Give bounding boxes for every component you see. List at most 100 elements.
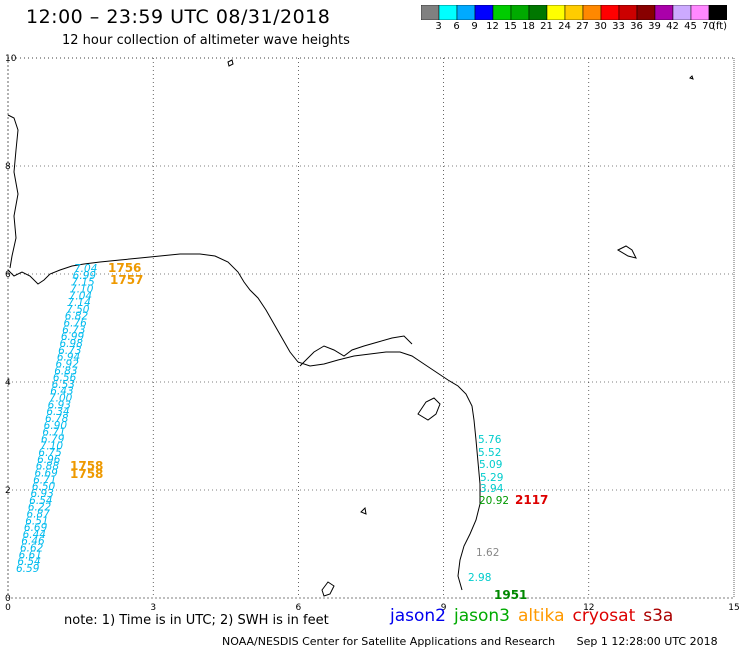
wave-height-label: 6.99	[73, 270, 97, 282]
x-tick-label: 0	[5, 603, 11, 613]
wave-height-label: 6.54	[29, 495, 52, 507]
scale-label: 24	[558, 21, 571, 32]
wave-height-label: 6.69	[24, 522, 48, 534]
legend-s3a: s3a	[643, 606, 674, 626]
wave-height-label: 2.98	[468, 572, 491, 584]
wave-height-label: 6.73	[58, 345, 81, 357]
wave-height-label: 5.09	[479, 459, 502, 471]
wave-height-label: 7.00	[49, 393, 73, 405]
color-swatch	[708, 5, 727, 20]
wave-height-label: 7.14	[67, 297, 90, 309]
x-tick-label: 15	[728, 603, 739, 613]
scale-label: 18	[522, 21, 535, 32]
altika-time-label: 1758	[70, 467, 103, 481]
wave-height-label: 7.10	[40, 440, 64, 452]
legend-altika: altika	[518, 606, 565, 626]
satellite-legend: jason2 jason3 altika cryosat s3a	[390, 606, 681, 626]
x-tick-label: 3	[150, 603, 156, 613]
scale-label: 30	[594, 21, 607, 32]
wave-height-label: 7.50	[66, 304, 90, 316]
florida-west-coast	[7, 114, 19, 269]
wave-height-label: 6.78	[45, 413, 69, 425]
x-tick-label: 9	[441, 603, 447, 613]
y-tick-label: 2	[5, 486, 11, 496]
scale-label: 3	[435, 21, 442, 32]
wave-height-label: 6.73	[62, 324, 85, 336]
y-tick-label: 10	[5, 54, 17, 64]
wave-height-label: 1.62	[476, 547, 499, 559]
altika-time-label: 1758	[70, 459, 103, 473]
wave-height-label: 6.71	[33, 474, 56, 486]
altika-time-label: 1756	[108, 261, 141, 275]
units-note: note: 1) Time is in UTC; 2) SWH is in fe…	[64, 613, 329, 628]
wave-height-label: 5.29	[480, 472, 503, 484]
pass-time-label: 2117	[515, 493, 548, 507]
footer-source: NOAA/NESDIS Center for Satellite Applica…	[222, 635, 556, 648]
footer-timestamp: Sep 1 12:28:00 UTC 2018	[576, 635, 718, 648]
wave-height-label: 7.04	[74, 263, 97, 275]
scale-label: 27	[576, 21, 589, 32]
wave-height-label: 6.51	[25, 515, 48, 527]
wave-height-label: 6.94	[57, 352, 80, 364]
islet-1	[360, 506, 367, 515]
legend-jason3: jason3	[454, 606, 510, 626]
wave-height-label: 7.04	[69, 290, 92, 302]
wave-height-label: 6.82	[65, 311, 89, 323]
map-subtitle: 12 hour collection of altimeter wave hei…	[62, 33, 350, 48]
scale-unit: (ft)	[711, 21, 728, 32]
wave-height-label: 6.99	[61, 331, 85, 343]
wave-height-label: 6.46	[21, 536, 45, 548]
x-tick-label: 12	[583, 603, 594, 613]
scale-label: 33	[612, 21, 625, 32]
jason-track-west: 7.046.997.157.107.047.147.506.826.766.73…	[16, 263, 97, 575]
wave-height-label: 6.43	[50, 386, 73, 398]
wave-height-label: 3.94	[480, 483, 504, 495]
scale-label: 6	[453, 21, 460, 32]
axis-ticks: 0 3 6 9 12 15 0 2 4 6 8 10	[5, 54, 740, 613]
barrier-island	[417, 397, 441, 421]
wave-height-label: 6.93	[31, 488, 54, 500]
wave-height-label: 6.98	[60, 338, 84, 350]
wave-height-label: 6.44	[23, 529, 46, 541]
wave-height-label: 6.54	[17, 556, 40, 568]
scale-label: 9	[471, 21, 478, 32]
wave-height-label: 7.10	[70, 283, 94, 295]
wave-height-label: 6.90	[44, 420, 68, 432]
wave-height-label: 5.76	[478, 434, 502, 446]
mississippi-delta	[299, 335, 413, 367]
y-tick-label: 8	[5, 162, 11, 172]
wave-height-label: 6.62	[20, 543, 44, 555]
gulf-coastline	[7, 253, 481, 591]
wave-height-label: 6.75	[38, 447, 62, 459]
scale-label: 36	[630, 21, 643, 32]
wave-height-label: 6.92	[56, 358, 80, 370]
scale-label: 45	[684, 21, 697, 32]
wave-height-label: 6.69	[34, 468, 58, 480]
wave-height-label: 6.22	[28, 502, 52, 514]
scale-label: 15	[504, 21, 517, 32]
wave-height-label: 6.79	[41, 433, 65, 445]
wave-height-label: 6.88	[36, 461, 60, 473]
island-south	[321, 581, 335, 597]
wave-height-label: 6.83	[54, 365, 77, 377]
wave-height-label: 7.15	[71, 277, 95, 289]
wave-height-color-scale	[421, 5, 727, 20]
footer: NOAA/NESDIS Center for Satellite Applica…	[222, 635, 718, 648]
y-tick-label: 6	[5, 270, 11, 280]
wave-height-label: 6.50	[32, 481, 56, 493]
wave-height-label: 6.56	[53, 372, 77, 384]
wave-height-label: 6.71	[42, 427, 65, 439]
y-tick-label: 0	[5, 594, 11, 604]
x-tick-label: 6	[296, 603, 302, 613]
island-north	[227, 59, 234, 67]
map-title: 12:00 – 23:59 UTC 08/31/2018	[26, 6, 331, 28]
wave-height-label: 6.59	[16, 563, 40, 575]
wave-height-label: 20.92	[479, 495, 509, 507]
scale-label: 12	[486, 21, 499, 32]
wave-height-label: 5.52	[478, 447, 501, 459]
wave-height-label: 6.76	[63, 318, 87, 330]
island-east	[616, 245, 637, 259]
legend-jason2: jason2	[390, 606, 446, 626]
